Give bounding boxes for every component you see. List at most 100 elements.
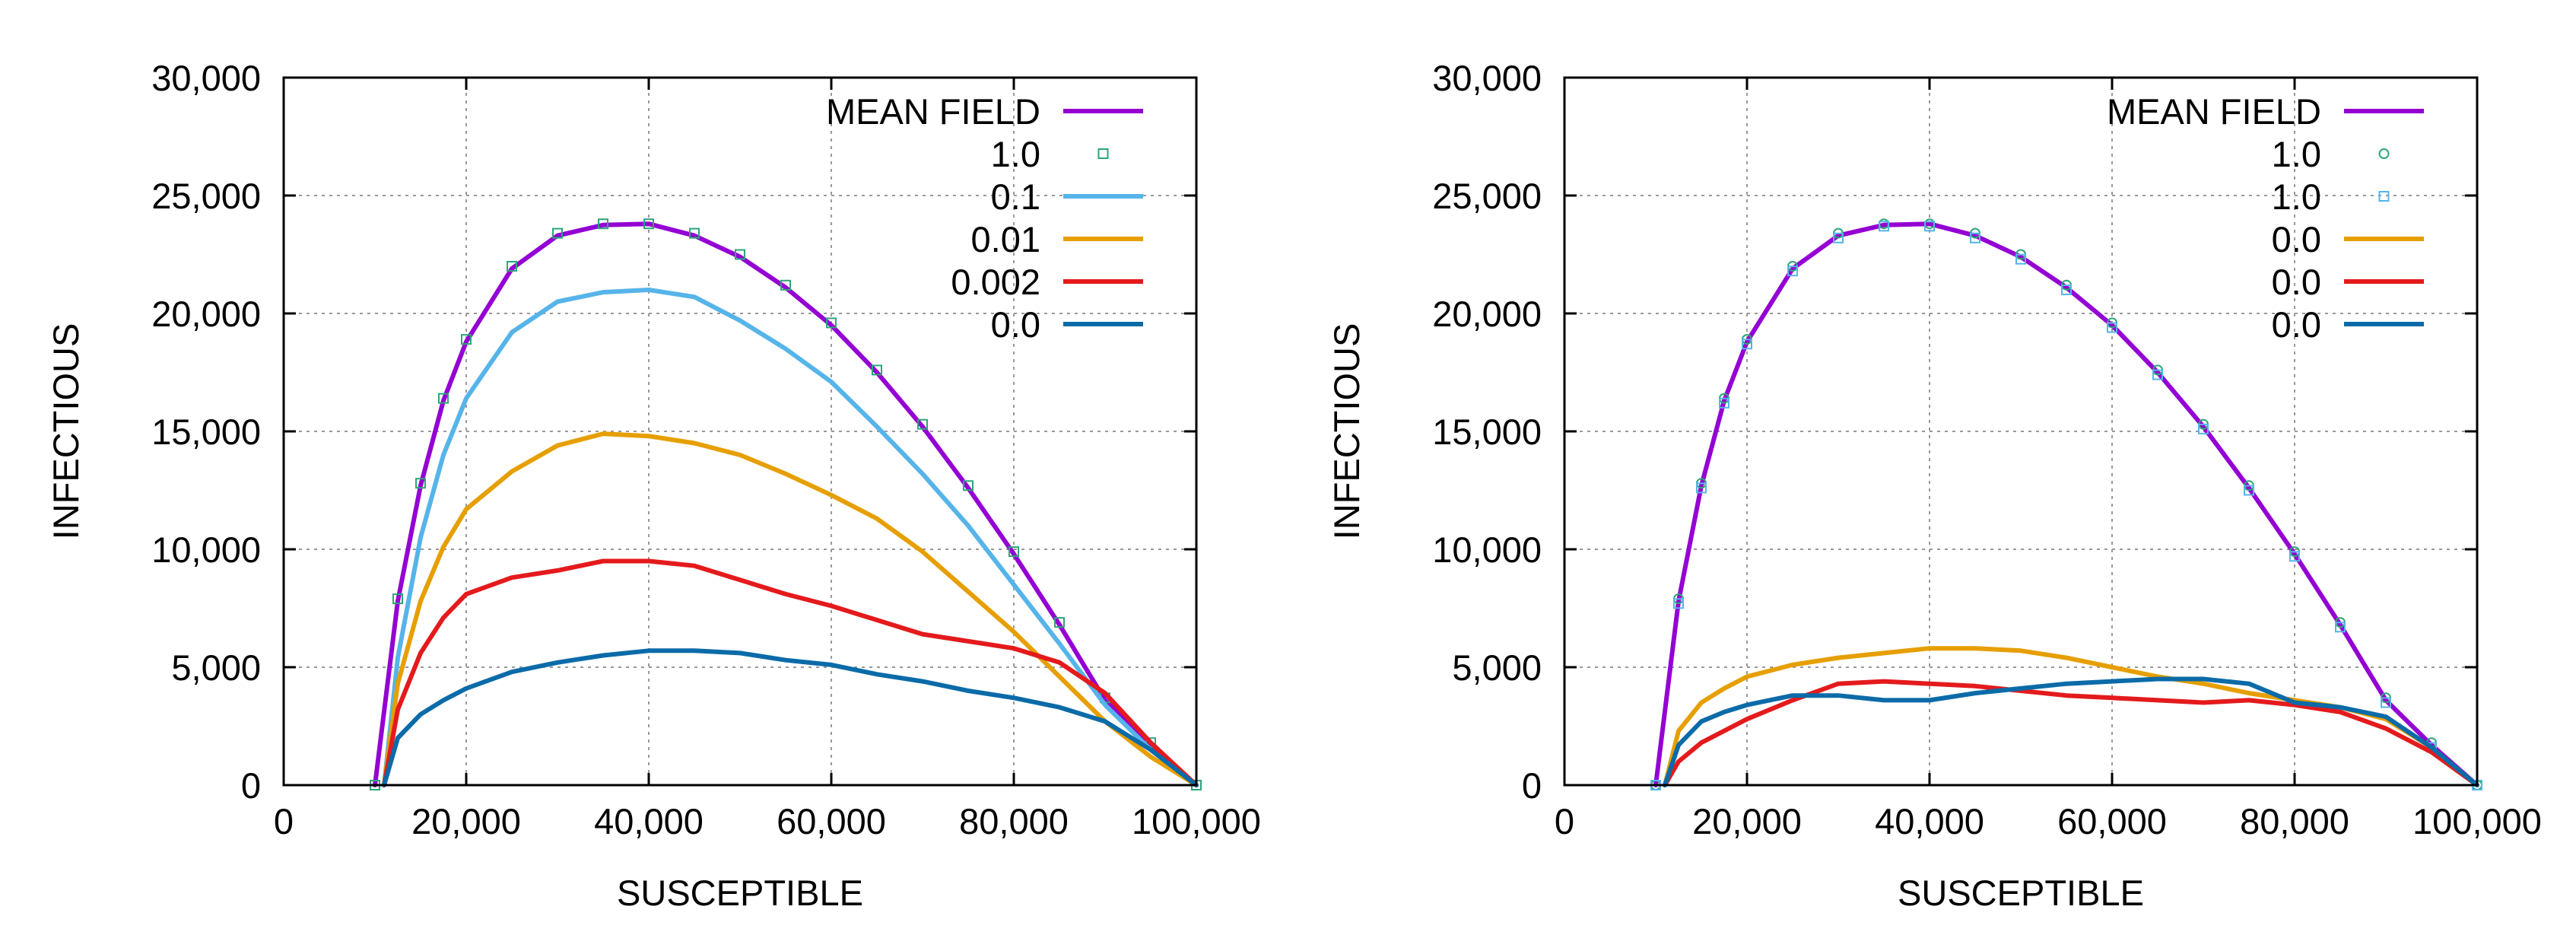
series-0-0-5-line <box>1663 676 2479 787</box>
data-point <box>1008 546 1019 558</box>
data-point <box>1879 221 1889 232</box>
data-point <box>826 317 837 329</box>
x-tick-label: 100,000 <box>2412 801 2542 841</box>
x-tick-label: 80,000 <box>2240 801 2349 841</box>
x-tick-label: 20,000 <box>411 801 521 841</box>
series-0-0-4-line <box>1663 679 2479 787</box>
data-point <box>780 279 791 291</box>
series-mean-field-0-line <box>373 221 1199 787</box>
data-point <box>2152 369 2163 380</box>
right-chart: 0 20,000 40,000 60,000 80,000 100,000 0 5,000 10… <box>1326 58 2542 913</box>
data-point <box>963 480 974 491</box>
data-point <box>438 393 449 404</box>
data-point <box>917 418 928 430</box>
x-tick-label: 40,000 <box>1875 801 1984 841</box>
legend-label: 1.0 <box>2272 134 2321 174</box>
legend-item: 1.0 <box>2272 177 2390 217</box>
legend-label: 1.0 <box>2272 177 2321 217</box>
legend-label: 0.0 <box>2272 219 2321 259</box>
legend-item: 0.0 <box>2272 304 2424 345</box>
series-0-002-4-line <box>382 558 1199 787</box>
legend-label: 0.0 <box>991 304 1040 345</box>
data-point <box>2015 253 2026 265</box>
legend-label: 0.1 <box>991 177 1040 217</box>
series-0-1-2-line <box>382 288 1199 787</box>
y-tick-label: 0 <box>1522 765 1542 806</box>
data-point <box>1054 617 1065 628</box>
legend-label: 0.002 <box>951 262 1040 302</box>
legend-swatch <box>1097 148 1109 159</box>
y-tick-label: 0 <box>241 765 261 806</box>
y-tick-label: 10,000 <box>151 530 261 570</box>
series-mean-field-0-line <box>1653 221 2479 787</box>
x-tick-label: 80,000 <box>959 801 1069 841</box>
left-chart: 0 20,000 40,000 60,000 80,000 100,000 0 5,000 10… <box>46 58 1261 913</box>
data-point <box>1696 482 1707 494</box>
data-point <box>415 478 426 489</box>
data-point <box>461 334 472 345</box>
data-point <box>689 227 700 239</box>
series-1-0-1-markers <box>370 218 1202 790</box>
legend-item: 0.0 <box>2272 219 2424 259</box>
y-tick-label: 20,000 <box>1432 294 1542 334</box>
y-tick-label: 15,000 <box>1432 412 1542 452</box>
legend-label: MEAN FIELD <box>826 91 1040 132</box>
data-point <box>1970 232 1980 243</box>
x-tick-label: 60,000 <box>777 801 886 841</box>
x-tick-label: 0 <box>274 801 294 841</box>
data-point <box>1833 232 1844 243</box>
data-point <box>643 218 654 230</box>
data-point <box>2107 322 2117 333</box>
legend-item: 1.0 <box>2272 134 2390 174</box>
y-tick-label: 10,000 <box>1432 530 1542 570</box>
x-tick-label: 0 <box>1555 801 1574 841</box>
x-tick-label: 40,000 <box>594 801 704 841</box>
data-point <box>1787 266 1798 277</box>
x-tick-label: 100,000 <box>1132 801 1261 841</box>
data-point <box>392 593 403 605</box>
x-tick-label: 60,000 <box>2057 801 2167 841</box>
y-axis-label: INFECTIOUS <box>46 323 86 540</box>
legend-swatch <box>2378 148 2390 159</box>
data-point <box>552 227 563 239</box>
data-point <box>2198 423 2209 434</box>
legend-label: 0.0 <box>2272 304 2321 345</box>
legend-item: MEAN FIELD <box>826 91 1143 132</box>
legend-item: 0.0 <box>2272 262 2424 302</box>
legend-item: 0.002 <box>951 262 1143 302</box>
legend-label: MEAN FIELD <box>2107 91 2321 132</box>
y-tick-label: 20,000 <box>151 294 261 334</box>
data-point <box>2381 697 2391 708</box>
series-0-0-5-line <box>382 648 1199 787</box>
legend-swatch <box>2378 191 2390 202</box>
data-point <box>2244 485 2254 496</box>
data-point <box>507 261 517 272</box>
y-axis-label: INFECTIOUS <box>1326 323 1367 540</box>
y-tick-label: 25,000 <box>1432 176 1542 216</box>
x-tick-label: 20,000 <box>1692 801 1802 841</box>
y-tick-label: 30,000 <box>151 58 261 98</box>
series-1-0-1-markers <box>1650 218 2482 790</box>
data-point <box>872 364 882 376</box>
legend-item: 0.0 <box>991 304 1143 345</box>
y-tick-label: 5,000 <box>1452 647 1542 688</box>
y-tick-label: 25,000 <box>151 176 261 216</box>
y-tick-label: 5,000 <box>171 647 261 688</box>
data-point <box>1924 221 1935 232</box>
legend-label: 0.01 <box>971 219 1040 259</box>
data-point <box>598 218 608 230</box>
data-point <box>735 249 745 260</box>
series-0-01-3-line <box>382 431 1199 787</box>
legend-item: 0.1 <box>991 177 1143 217</box>
y-tick-label: 30,000 <box>1432 58 1542 98</box>
x-axis-label: SUSCEPTIBLE <box>1898 873 2144 913</box>
data-point <box>1719 397 1730 409</box>
legend-item: 1.0 <box>991 134 1109 174</box>
data-point <box>1742 339 1752 350</box>
series-1-0-2-markers <box>1650 221 2482 790</box>
y-tick-label: 15,000 <box>151 412 261 452</box>
legend-label: 0.0 <box>2272 262 2321 302</box>
